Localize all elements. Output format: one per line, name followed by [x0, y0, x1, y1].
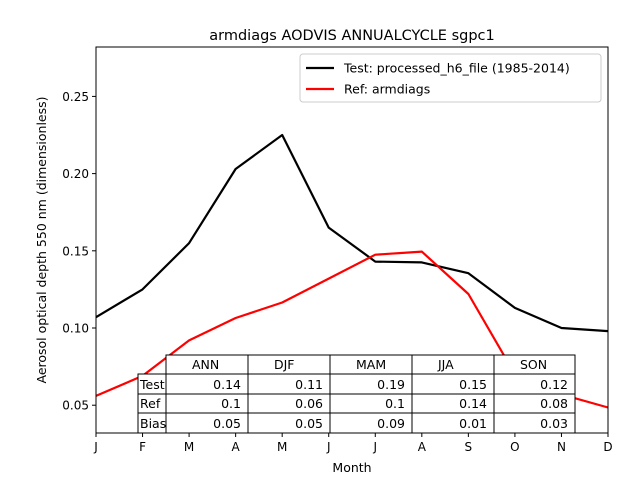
- y-tick-label: 0.15: [62, 244, 89, 258]
- table-cell-value: 0.15: [459, 377, 487, 392]
- table-cell-value: 0.03: [540, 416, 568, 431]
- table-cell-value: 0.1: [385, 396, 405, 411]
- legend-label: Ref: armdiags: [344, 82, 430, 97]
- x-tick-label: A: [418, 440, 427, 454]
- table-cell-value: 0.14: [213, 377, 241, 392]
- chart-title: armdiags AODVIS ANNUALCYCLE sgpc1: [209, 28, 495, 44]
- x-tick-label: J: [372, 440, 377, 454]
- x-tick-label: F: [139, 440, 146, 454]
- y-axis-label: Aerosol optical depth 550 nm (dimensionl…: [34, 96, 49, 383]
- table-header-label: JJA: [437, 357, 454, 372]
- table-cell-value: 0.11: [295, 377, 323, 392]
- table-row-label: Test: [139, 377, 165, 392]
- table-cell-value: 0.05: [295, 416, 323, 431]
- x-tick-label: A: [232, 440, 241, 454]
- y-tick-label: 0.25: [62, 90, 89, 104]
- y-tick-label: 0.10: [62, 322, 89, 336]
- series-line-test: [95, 133, 609, 333]
- table-header-label: MAM: [356, 357, 386, 372]
- x-tick-label: M: [184, 440, 194, 454]
- x-tick-label: M: [277, 440, 287, 454]
- plot-frame: [95, 46, 609, 434]
- table-header-label: DJF: [274, 357, 295, 372]
- table-cell-value: 0.06: [295, 396, 323, 411]
- table-cell-value: 0.1: [221, 396, 241, 411]
- table-row-label: Bias: [140, 416, 166, 431]
- table-cell-value: 0.09: [377, 416, 405, 431]
- x-tick-label: N: [557, 440, 566, 454]
- table-header-label: SON: [520, 357, 547, 372]
- x-tick-label: D: [603, 440, 612, 454]
- x-tick-label: S: [465, 440, 473, 454]
- table-cell-value: 0.19: [377, 377, 405, 392]
- table-cell-value: 0.01: [459, 416, 487, 431]
- table-row-label: Ref: [140, 396, 161, 411]
- table-cell-value: 0.08: [540, 396, 568, 411]
- x-tick-label: J: [326, 440, 331, 454]
- table-header-label: ANN: [192, 357, 219, 372]
- table-cell-value: 0.14: [459, 396, 487, 411]
- x-tick-label: O: [510, 440, 519, 454]
- x-tick-label: J: [93, 440, 98, 454]
- y-tick-label: 0.20: [62, 167, 89, 181]
- table-cell-value: 0.12: [540, 377, 568, 392]
- legend-box: [299, 53, 602, 103]
- y-tick-label: 0.05: [62, 399, 89, 413]
- table-cell-value: 0.05: [213, 416, 241, 431]
- x-axis-label: Month: [332, 460, 371, 475]
- legend-label: Test: processed_h6_file (1985-2014): [343, 61, 570, 76]
